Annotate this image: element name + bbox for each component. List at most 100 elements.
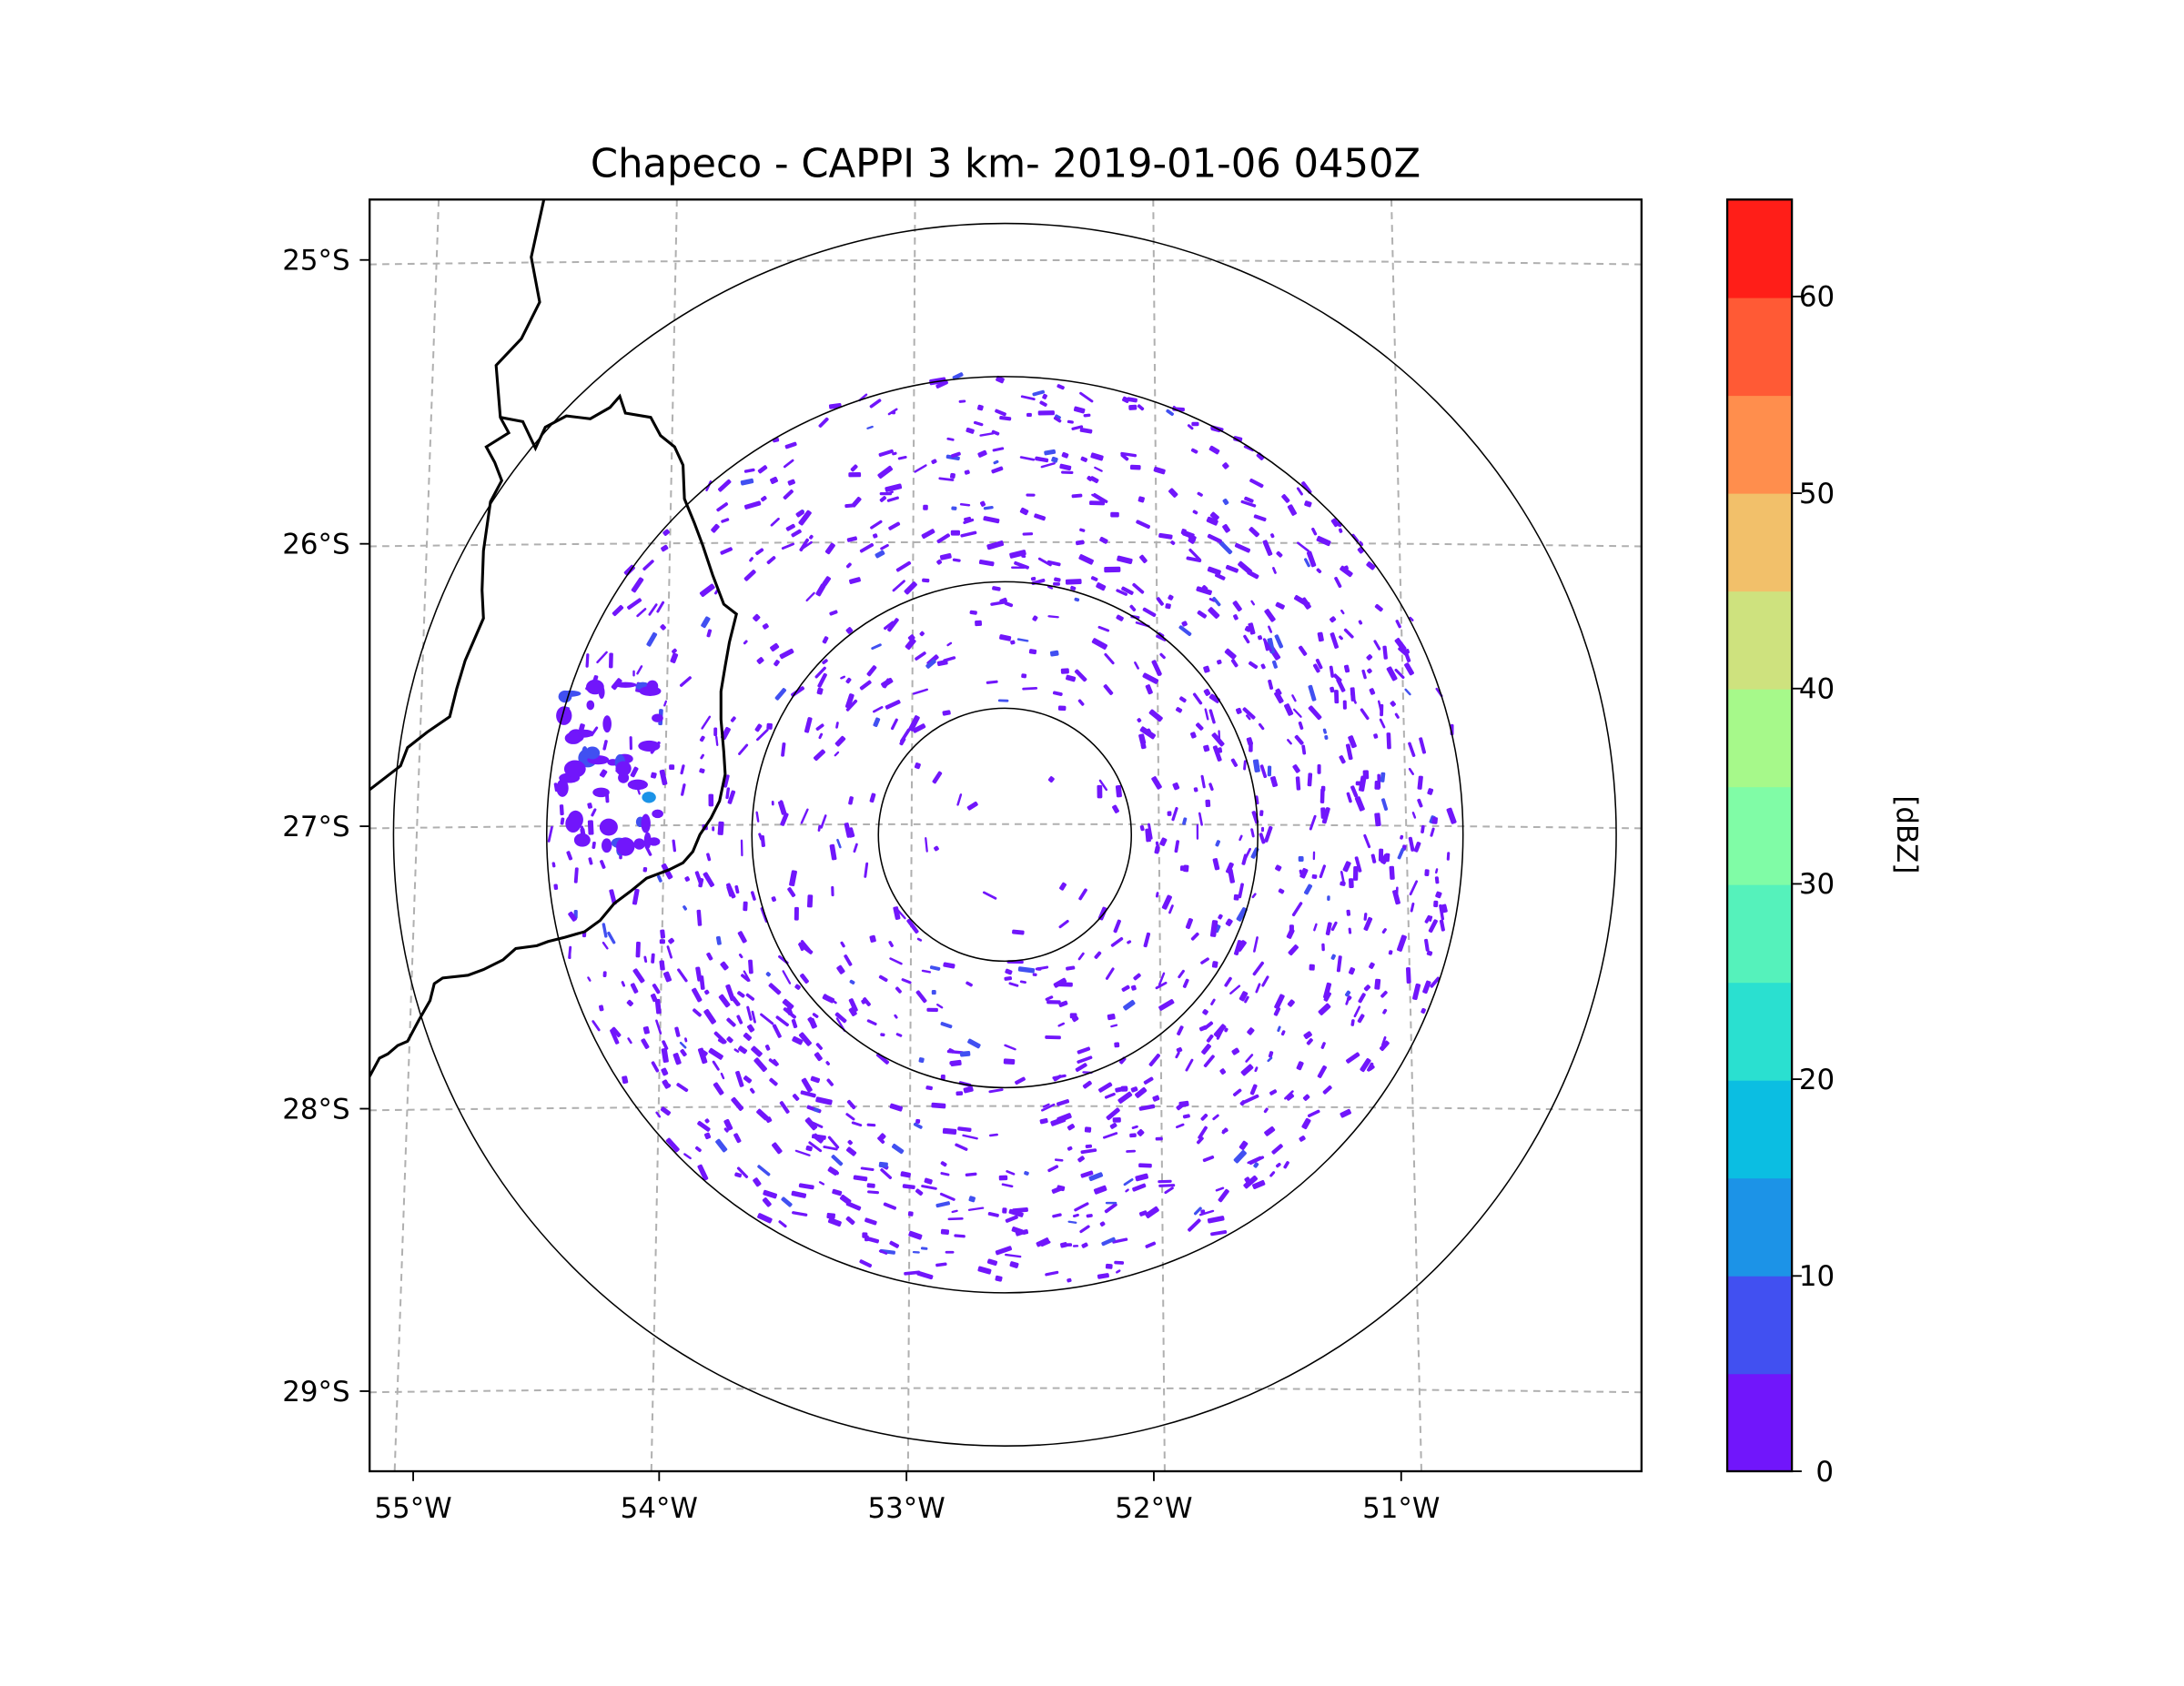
echo-cell [1251,893,1257,899]
echo-cell [1101,1237,1116,1247]
echo-cell [1052,1074,1067,1080]
echo-cell [1075,1063,1087,1072]
echo-cell [720,547,733,555]
echo-cell-strong [642,792,656,803]
echo-cell [755,811,760,823]
echo-cell [756,657,764,664]
echo-cell [1224,648,1237,660]
echo-cell [1083,413,1091,418]
echo-cell [1155,892,1159,898]
echo-cell [1329,665,1335,678]
echo-cell [823,1146,838,1151]
echo-cell [703,1132,712,1140]
echo-cell [965,1172,977,1177]
echo-cell [967,1038,981,1049]
echo-cell [1192,692,1203,705]
echo-cell [1209,511,1219,521]
echo-cell [1424,938,1430,952]
echo-cell [1275,601,1285,610]
echo-cell [559,804,564,816]
echo-cell [1358,620,1363,625]
echo-cell [669,764,675,771]
echo-cell [743,570,756,581]
echo-cell [1222,523,1230,533]
echo-cell [1209,920,1218,937]
echo-cell [921,529,935,540]
echo-cell [1367,668,1372,674]
echo-cell [723,1127,729,1133]
echo-cell [1137,404,1145,411]
echo-cell [791,529,802,538]
echo-cell [919,631,925,637]
echo-cell [1155,1136,1163,1141]
echo-cell [883,1202,897,1210]
echo-cell [713,727,718,737]
echo-cell [1070,585,1077,591]
echo-cell [879,1133,886,1140]
echo-cell [602,941,609,950]
echo-cell [733,1048,740,1053]
echo-cell [635,941,641,958]
echo-cell [923,504,928,510]
echo-cell [757,465,768,474]
echo-cell [967,1206,985,1211]
echo-cell [829,610,838,616]
echo-cell [706,853,712,862]
x-tick-label: 51°W [1362,1492,1440,1525]
colorbar-tick-label: 50 [1799,478,1835,510]
echo-cell [817,672,827,688]
echo-cell [1208,709,1216,724]
echo-cell [1051,456,1058,463]
echo-cell [1114,1042,1120,1048]
chart-title: Chapeco - CAPPI 3 km- 2019-01-06 0450Z [591,142,1421,187]
colorbar-band [1727,297,1793,397]
echo-cell [1354,796,1365,812]
echo-cell [641,1038,650,1049]
echo-cell [696,909,703,926]
echo-cell [1020,395,1036,401]
echo-cell [820,814,827,829]
echo-cell [1045,995,1054,1001]
echo-cell [805,1146,813,1152]
echo-cell [908,715,920,732]
y-axis: 25°S 26°S 27°S 28°S 29°S [282,245,370,1408]
echo-cell [1198,1209,1215,1217]
echo-cell [1142,607,1157,618]
echo-cell [834,751,840,757]
x-tick: 55°W [374,1470,452,1525]
echo-cell [946,437,955,441]
echo-cell [1262,540,1273,556]
echo-cell [733,1133,742,1144]
echo-cell [1360,708,1370,721]
echo-cell [1363,913,1368,921]
colorbar-band [1727,492,1793,592]
echo-cell [925,659,936,669]
echo-cell [1255,983,1261,994]
echo-cell [723,774,730,788]
echo-cell [1284,703,1294,716]
echo-cell [680,1048,687,1057]
echo-cell [877,1136,885,1145]
border-line-east [369,393,739,1077]
echo-cell [1118,1056,1127,1065]
echo-cell [1234,542,1251,553]
echo-cell [1156,597,1164,606]
echo-cell [889,957,903,965]
echo-cell [1243,634,1250,644]
echo-cell [824,542,835,555]
echo-cell [1325,922,1332,935]
echo-cell [1222,462,1229,469]
echo-cell [931,459,937,465]
echo-cell [703,1008,716,1025]
echo-cell [1215,1186,1225,1192]
echo-cell [1243,445,1254,452]
echo-cell [1159,652,1166,660]
echo-cell [1308,705,1322,721]
echo-cell [749,1087,755,1094]
echo-cell [772,1142,783,1155]
echo-cell [1012,929,1025,935]
echo-cell [1321,943,1325,952]
echo-cell [1175,707,1183,713]
echo-cell [1225,918,1233,927]
echo-cell [1299,1136,1306,1142]
